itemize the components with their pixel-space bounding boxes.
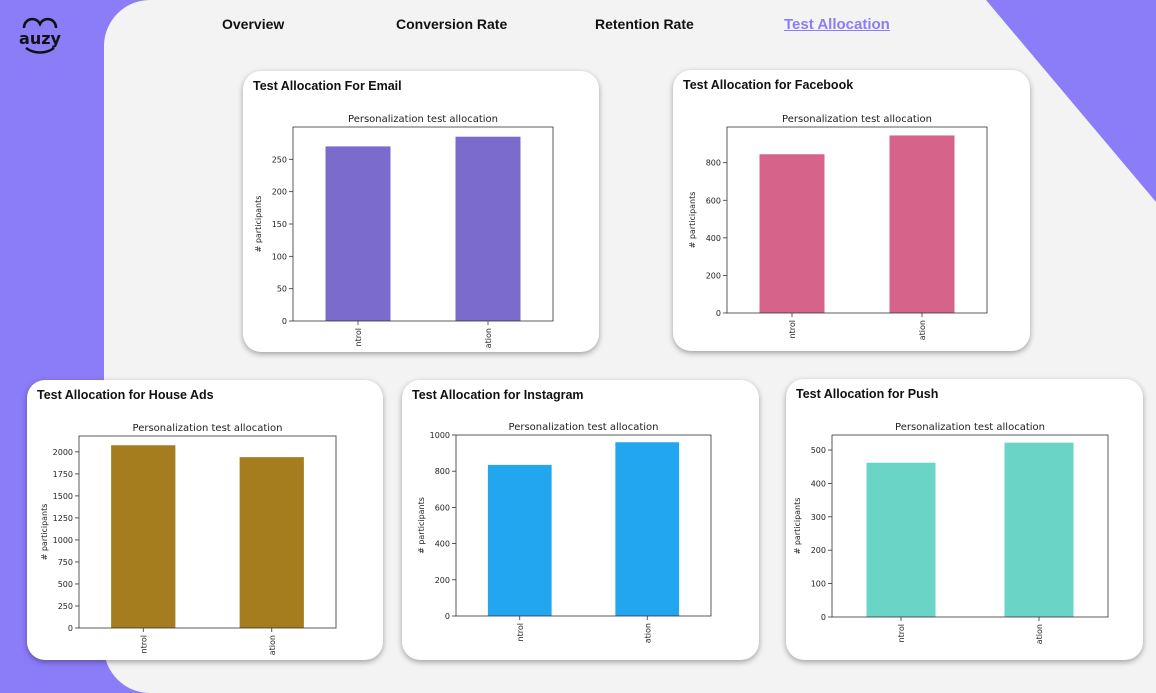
y-tick-label: 1000 bbox=[53, 536, 73, 545]
x-tick-label: ntrol bbox=[139, 635, 148, 653]
card-email: Test Allocation For Email Personalizatio… bbox=[243, 71, 599, 352]
x-tick-label: ation bbox=[1035, 624, 1044, 644]
plot-frame bbox=[726, 126, 988, 314]
y-tick-label: 400 bbox=[811, 479, 826, 488]
y-tick-label: 0 bbox=[445, 612, 450, 621]
x-tick-label: ntrol bbox=[788, 320, 797, 338]
y-tick-label: 750 bbox=[58, 558, 73, 567]
card-title: Test Allocation for Instagram bbox=[412, 388, 584, 402]
chart-email: Personalization test allocation ntrol atio… bbox=[254, 114, 554, 348]
plot-frame bbox=[831, 434, 1109, 618]
chart-facebook: Personalization test allocation ntrol atio… bbox=[688, 114, 988, 340]
y-tick-label: 250 bbox=[58, 602, 73, 611]
bar bbox=[1004, 442, 1074, 617]
y-axis-label: # participants bbox=[688, 192, 697, 249]
nav-test-allocation[interactable]: Test Allocation bbox=[784, 16, 890, 33]
card-push: Test Allocation for Push Personalization… bbox=[786, 379, 1143, 660]
y-tick-label: 2000 bbox=[53, 448, 73, 457]
bar bbox=[239, 457, 304, 628]
y-tick-label: 800 bbox=[706, 159, 721, 168]
y-tick-label: 800 bbox=[435, 467, 450, 476]
y-tick-label: 1750 bbox=[53, 470, 73, 479]
y-tick-label: 400 bbox=[706, 234, 721, 243]
y-tick-label: 500 bbox=[58, 580, 73, 589]
card-title: Test Allocation for Facebook bbox=[683, 78, 854, 92]
bar bbox=[615, 442, 680, 616]
card-title: Test Allocation for Push bbox=[796, 387, 939, 401]
bar bbox=[455, 136, 521, 321]
card-title: Test Allocation for House Ads bbox=[37, 388, 214, 402]
y-tick-label: 1500 bbox=[53, 492, 73, 501]
y-tick-label: 500 bbox=[811, 446, 826, 455]
chart-title: Personalization test allocation bbox=[509, 422, 659, 433]
y-axis-label: # participants bbox=[417, 497, 426, 554]
card-facebook: Test Allocation for Facebook Personaliza… bbox=[673, 70, 1030, 351]
chart-title: Personalization test allocation bbox=[348, 114, 498, 125]
y-tick-label: 400 bbox=[435, 540, 450, 549]
card-title: Test Allocation For Email bbox=[253, 79, 402, 93]
bar bbox=[889, 135, 955, 313]
nav-overview[interactable]: Overview bbox=[222, 16, 285, 32]
chart-title: Personalization test allocation bbox=[133, 423, 283, 434]
y-tick-label: 100 bbox=[272, 252, 287, 261]
y-tick-label: 1250 bbox=[53, 514, 73, 523]
y-tick-label: 0 bbox=[68, 624, 73, 633]
y-tick-label: 100 bbox=[811, 580, 826, 589]
y-tick-label: 0 bbox=[716, 309, 721, 318]
chart-title: Personalization test allocation bbox=[895, 422, 1045, 433]
nav-conversion-rate[interactable]: Conversion Rate bbox=[396, 16, 508, 32]
y-tick-label: 300 bbox=[811, 513, 826, 522]
bar bbox=[759, 154, 825, 313]
bar bbox=[487, 464, 552, 616]
x-tick-label: ation bbox=[643, 623, 652, 643]
y-tick-label: 200 bbox=[811, 546, 826, 555]
x-tick-label: ntrol bbox=[354, 328, 363, 346]
chart-house-ads: Personalization test allocation ntrol atio… bbox=[40, 423, 337, 655]
y-tick-label: 250 bbox=[272, 155, 287, 164]
y-tick-label: 200 bbox=[272, 188, 287, 197]
y-tick-label: 0 bbox=[821, 613, 826, 622]
top-nav: Overview Conversion Rate Retention Rate … bbox=[0, 16, 1156, 40]
bar bbox=[866, 462, 936, 617]
x-tick-label: ation bbox=[484, 328, 493, 348]
plot-frame bbox=[292, 126, 554, 322]
chart-title: Personalization test allocation bbox=[782, 114, 932, 125]
y-tick-label: 1000 bbox=[430, 431, 450, 440]
nav-retention-rate[interactable]: Retention Rate bbox=[595, 16, 694, 32]
y-axis-label: # participants bbox=[254, 196, 263, 253]
y-tick-label: 200 bbox=[435, 576, 450, 585]
x-tick-label: ntrol bbox=[516, 623, 525, 641]
x-tick-label: ntrol bbox=[897, 624, 906, 642]
y-tick-label: 150 bbox=[272, 220, 287, 229]
plot-frame bbox=[455, 434, 712, 617]
bar bbox=[111, 445, 176, 628]
y-axis-label: # participants bbox=[40, 504, 49, 561]
auzy-logo[interactable]: auzy bbox=[14, 14, 66, 56]
x-tick-label: ation bbox=[918, 320, 927, 340]
chart-push: Personalization test allocation ntrol atio… bbox=[793, 422, 1109, 644]
y-tick-label: 600 bbox=[435, 503, 450, 512]
plot-frame bbox=[78, 435, 337, 629]
bar bbox=[325, 146, 391, 321]
card-house-ads: Test Allocation for House Ads Personaliz… bbox=[27, 380, 383, 660]
x-tick-label: ation bbox=[268, 635, 277, 655]
y-axis-label: # participants bbox=[793, 498, 802, 555]
card-instagram: Test Allocation for Instagram Personaliz… bbox=[402, 380, 759, 660]
y-tick-label: 0 bbox=[282, 317, 287, 326]
y-tick-label: 200 bbox=[706, 271, 721, 280]
y-tick-label: 50 bbox=[277, 285, 287, 294]
y-tick-label: 600 bbox=[706, 196, 721, 205]
logo-text: auzy bbox=[19, 29, 62, 48]
chart-instagram: Personalization test allocation ntrol atio… bbox=[417, 422, 712, 643]
